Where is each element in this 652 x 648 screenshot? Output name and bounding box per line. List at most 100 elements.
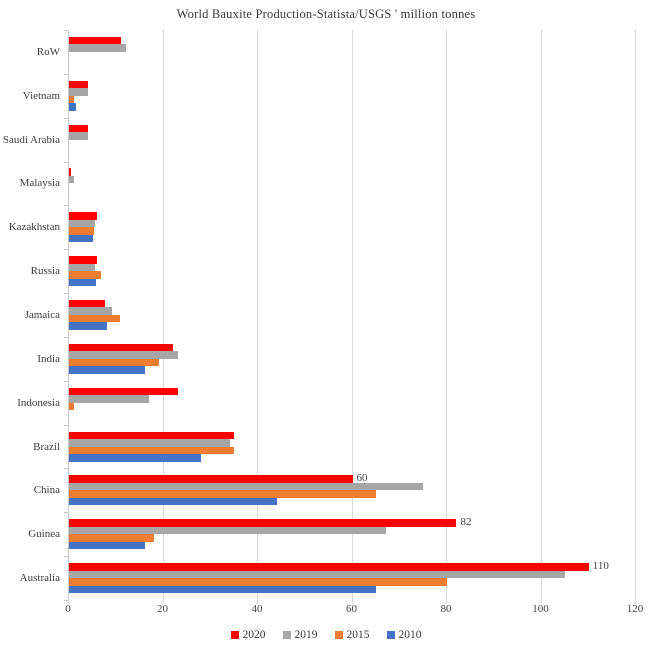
category-tick xyxy=(64,556,68,558)
category-tick xyxy=(64,468,68,470)
category-tick xyxy=(64,161,68,163)
bar-guinea-2015 xyxy=(69,534,155,542)
category-tick xyxy=(64,205,68,207)
value-tick-label: 80 xyxy=(440,603,452,615)
bar-russia-2020 xyxy=(69,256,98,264)
category-label-russia: Russia xyxy=(30,265,60,278)
bar-group-russia xyxy=(68,249,635,293)
bar-brazil-2015 xyxy=(69,446,235,455)
bar-group-australia: 110 xyxy=(68,556,635,600)
gridline xyxy=(446,30,447,604)
bar-malaysia-2020 xyxy=(69,168,72,176)
value-axis-labels: 0 20 40 60 80 100 120 xyxy=(65,603,643,619)
plot-area: 60 82 110 xyxy=(64,30,636,604)
bar-indonesia-2015 xyxy=(69,402,74,411)
bar-jamaica-2019 xyxy=(69,307,112,315)
bar-india-2020 xyxy=(69,343,173,352)
bar-india-2010 xyxy=(69,366,145,374)
gridline xyxy=(162,30,164,604)
legend-label: 2019 xyxy=(294,629,318,641)
legend-label: 2010 xyxy=(398,629,422,641)
bar-vietnam-2010 xyxy=(69,103,77,111)
category-label-indonesia: Indonesia xyxy=(17,396,60,409)
bar-guinea-2020 xyxy=(69,519,457,527)
bar-saudi-arabia-2019 xyxy=(69,132,88,140)
bar-indonesia-2019 xyxy=(69,395,150,403)
bar-china-2019 xyxy=(69,482,424,491)
bar-indonesia-2020 xyxy=(69,387,178,396)
bar-group-row xyxy=(68,30,635,74)
bar-kazakhstan-2015 xyxy=(69,227,94,235)
bar-india-2019 xyxy=(69,351,178,359)
bar-value-label: 82 xyxy=(460,516,472,529)
bar-jamaica-2010 xyxy=(69,322,107,330)
bar-russia-2019 xyxy=(69,263,95,272)
category-tick xyxy=(64,249,68,251)
category-tick xyxy=(64,73,68,75)
bar-group-vietnam xyxy=(68,74,635,118)
bar-group-saudi-arabia xyxy=(68,118,635,162)
legend-item-2015: 2015 xyxy=(334,629,370,641)
gridline xyxy=(257,30,258,604)
bar-value-label: 60 xyxy=(356,472,368,485)
value-tick-label: 60 xyxy=(346,603,357,615)
bar-guinea-2019 xyxy=(69,526,386,535)
value-tick-label: 20 xyxy=(157,603,168,615)
category-label-kazakhstan: Kazakhstan xyxy=(8,221,60,234)
bar-vietnam-2015 xyxy=(69,95,74,104)
legend: 2020 2019 2015 2010 xyxy=(0,626,652,644)
bar-brazil-2010 xyxy=(69,454,202,462)
bar-malaysia-2019 xyxy=(69,175,74,184)
bar-australia-2015 xyxy=(69,578,447,586)
category-tick xyxy=(64,600,68,601)
bar-saudi-arabia-2020 xyxy=(69,124,88,133)
category-tick xyxy=(64,512,68,514)
bar-vietnam-2019 xyxy=(69,88,88,96)
value-tick-label: 120 xyxy=(626,603,644,615)
bar-australia-2020 xyxy=(69,563,589,571)
category-tick xyxy=(64,424,68,426)
bar-row-2019 xyxy=(69,44,126,52)
category-label-row: RoW xyxy=(36,45,60,58)
bar-jamaica-2015 xyxy=(69,314,120,323)
bar-vietnam-2020 xyxy=(69,80,88,89)
chart-title: World Bauxite Production-Statista/USGS '… xyxy=(176,7,476,21)
category-tick xyxy=(64,380,68,382)
bar-group-china: 60 xyxy=(68,468,635,512)
category-label-india: India xyxy=(37,352,60,365)
bar-china-2015 xyxy=(69,490,377,498)
category-label-vietnam: Vietnam xyxy=(22,89,60,102)
category-tick xyxy=(64,293,68,295)
bar-australia-2019 xyxy=(69,570,566,579)
gridline xyxy=(635,30,636,604)
bar-kazakhstan-2019 xyxy=(69,219,95,228)
category-label-malaysia: Malaysia xyxy=(19,177,60,190)
legend-swatch-icon xyxy=(386,631,395,639)
category-label-jamaica: Jamaica xyxy=(24,308,60,321)
bar-russia-2010 xyxy=(69,278,97,287)
bar-kazakhstan-2010 xyxy=(69,234,93,243)
bar-group-malaysia xyxy=(68,162,635,206)
bar-brazil-2020 xyxy=(69,431,235,440)
bar-group-kazakhstan xyxy=(68,205,635,249)
bar-russia-2015 xyxy=(69,271,101,279)
bar-jamaica-2020 xyxy=(69,299,105,308)
bar-group-jamaica xyxy=(68,293,635,337)
category-tick xyxy=(64,30,68,31)
category-label-saudi-arabia: Saudi Arabia xyxy=(2,133,60,146)
category-tick xyxy=(64,336,68,338)
bar-india-2015 xyxy=(69,358,159,367)
gridline xyxy=(540,30,542,604)
category-label-australia: Australia xyxy=(19,572,60,585)
legend-swatch-icon xyxy=(334,631,343,639)
bar-group-india xyxy=(68,337,635,381)
legend-item-2010: 2010 xyxy=(386,629,422,641)
legend-swatch-icon xyxy=(282,631,291,639)
bar-brazil-2019 xyxy=(69,439,230,447)
bar-group-indonesia xyxy=(68,381,635,425)
value-tick-label: 100 xyxy=(532,603,549,615)
bar-group-brazil xyxy=(68,425,635,469)
bar-china-2010 xyxy=(69,497,277,506)
legend-swatch-icon xyxy=(230,631,239,639)
category-label-china: China xyxy=(33,484,60,497)
